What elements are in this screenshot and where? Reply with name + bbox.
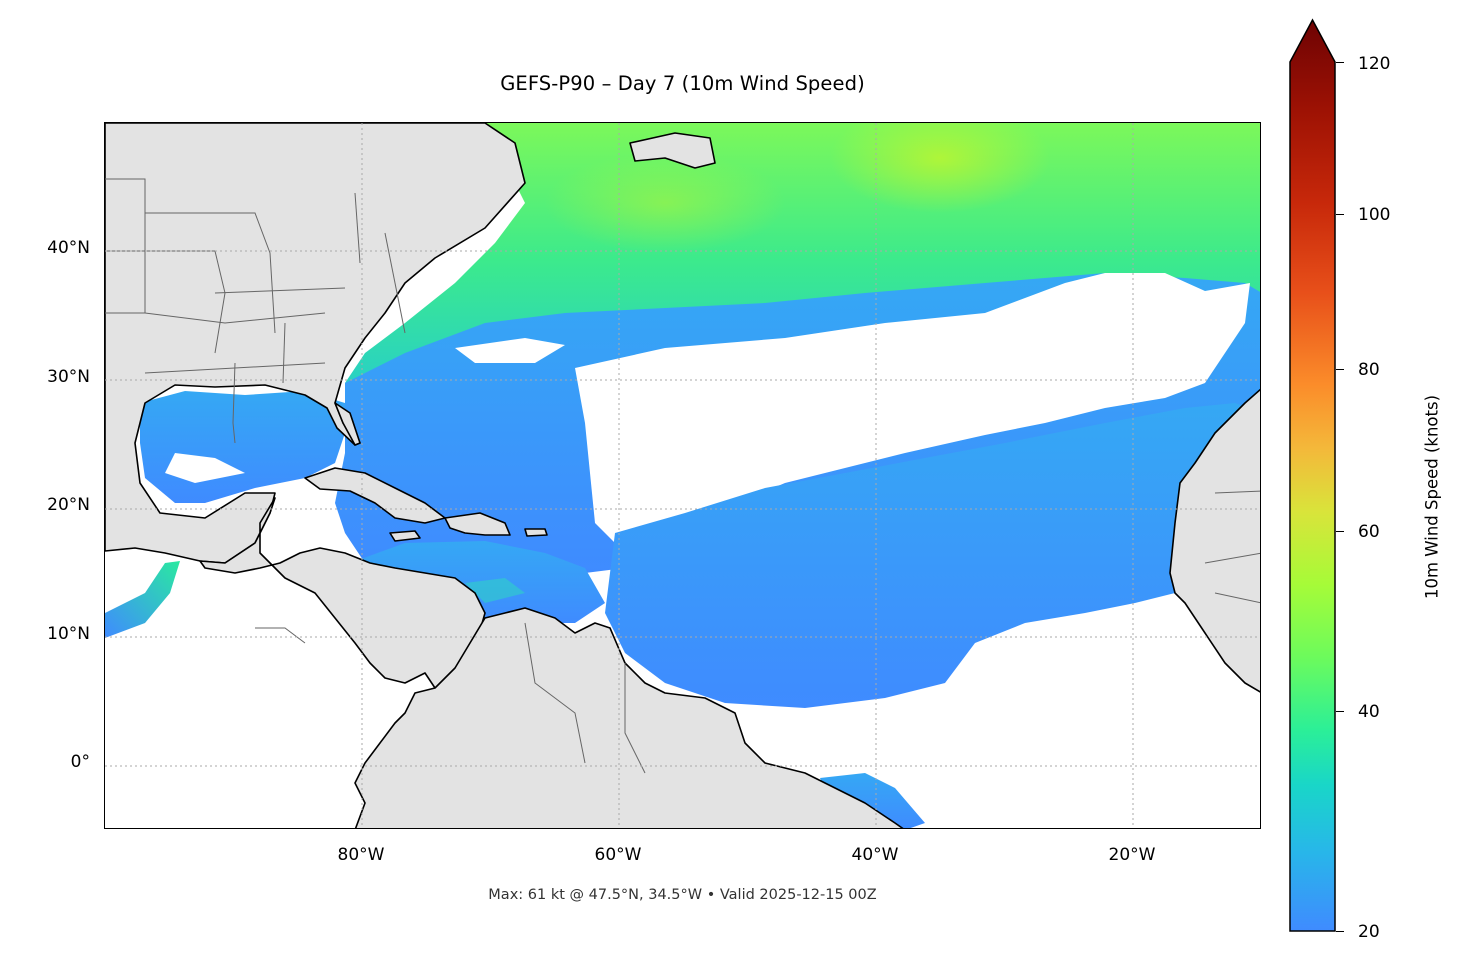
cbar-tick-20: 20 (1358, 922, 1380, 942)
cbar-tick-60: 60 (1358, 522, 1380, 542)
cbar-tick-mark (1336, 62, 1344, 63)
cbar-tick-mark (1336, 931, 1344, 932)
cbar-tick-120: 120 (1358, 54, 1391, 74)
map-panel (104, 122, 1261, 829)
x-tick-40w: 40°W (851, 845, 899, 865)
max-valid-footnote: Max: 61 kt @ 47.5°N, 34.5°W • Valid 2025… (488, 887, 877, 903)
colorbar (1289, 18, 1336, 932)
y-tick-10n: 10°N (47, 624, 90, 644)
y-tick-20n: 20°N (47, 495, 90, 515)
cbar-tick-mark (1336, 531, 1344, 532)
y-tick-40n: 40°N (47, 238, 90, 258)
map-canvas (105, 123, 1260, 828)
x-tick-80w: 80°W (337, 845, 385, 865)
cbar-tick-80: 80 (1358, 360, 1380, 380)
chart-title: GEFS-P90 – Day 7 (10m Wind Speed) (500, 72, 865, 95)
colorbar-label: 10m Wind Speed (knots) (1422, 394, 1442, 600)
political-borders (105, 178, 1260, 774)
y-tick-30n: 30°N (47, 367, 90, 387)
x-tick-60w: 60°W (594, 845, 642, 865)
wind-field (105, 123, 1260, 828)
cbar-tick-100: 100 (1358, 205, 1391, 225)
land (105, 123, 1260, 828)
y-tick-0: 0° (70, 752, 90, 772)
cbar-tick-mark (1336, 369, 1344, 370)
cbar-tick-40: 40 (1358, 702, 1380, 722)
cbar-tick-mark (1336, 711, 1344, 712)
cbar-tick-mark (1336, 214, 1344, 215)
x-tick-20w: 20°W (1108, 845, 1156, 865)
